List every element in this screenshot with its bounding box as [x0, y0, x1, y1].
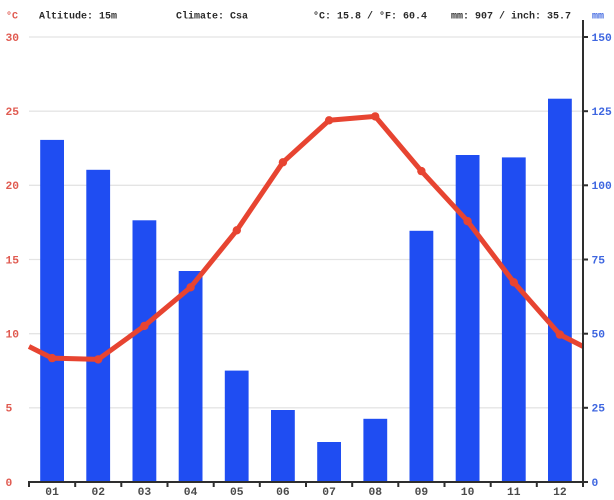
svg-text:20: 20 [6, 181, 20, 193]
svg-text:125: 125 [592, 107, 613, 119]
svg-text:02: 02 [91, 487, 105, 499]
svg-text:5: 5 [6, 404, 13, 416]
svg-text:01: 01 [45, 487, 59, 499]
svg-text:100: 100 [592, 181, 613, 193]
svg-text:07: 07 [322, 487, 336, 499]
svg-text:mm: mm [592, 12, 604, 23]
svg-text:0: 0 [592, 478, 599, 490]
svg-text:Climate: Csa: Climate: Csa [176, 11, 248, 23]
svg-text:mm: 907 / inch: 35.7: mm: 907 / inch: 35.7 [451, 11, 571, 23]
svg-text:06: 06 [276, 487, 290, 499]
svg-text:03: 03 [138, 487, 152, 499]
svg-text:75: 75 [592, 255, 606, 267]
svg-text:°C: °C [6, 11, 18, 23]
svg-text:30: 30 [6, 33, 20, 45]
svg-text:50: 50 [592, 329, 606, 341]
svg-text:Altitude: 15m: Altitude: 15m [39, 11, 117, 23]
svg-text:08: 08 [368, 487, 382, 499]
svg-text:15: 15 [6, 255, 20, 267]
svg-text:0: 0 [6, 478, 13, 490]
svg-text:05: 05 [230, 487, 244, 499]
svg-text:12: 12 [553, 487, 567, 499]
svg-text:°C: 15.8 / °F: 60.4: °C: 15.8 / °F: 60.4 [313, 11, 427, 23]
svg-text:10: 10 [6, 329, 20, 341]
svg-text:25: 25 [592, 404, 606, 416]
svg-text:10: 10 [461, 487, 475, 499]
svg-text:25: 25 [6, 107, 20, 119]
svg-text:04: 04 [184, 487, 198, 499]
svg-text:11: 11 [507, 487, 521, 499]
svg-text:150: 150 [592, 33, 613, 45]
svg-text:09: 09 [415, 487, 429, 499]
